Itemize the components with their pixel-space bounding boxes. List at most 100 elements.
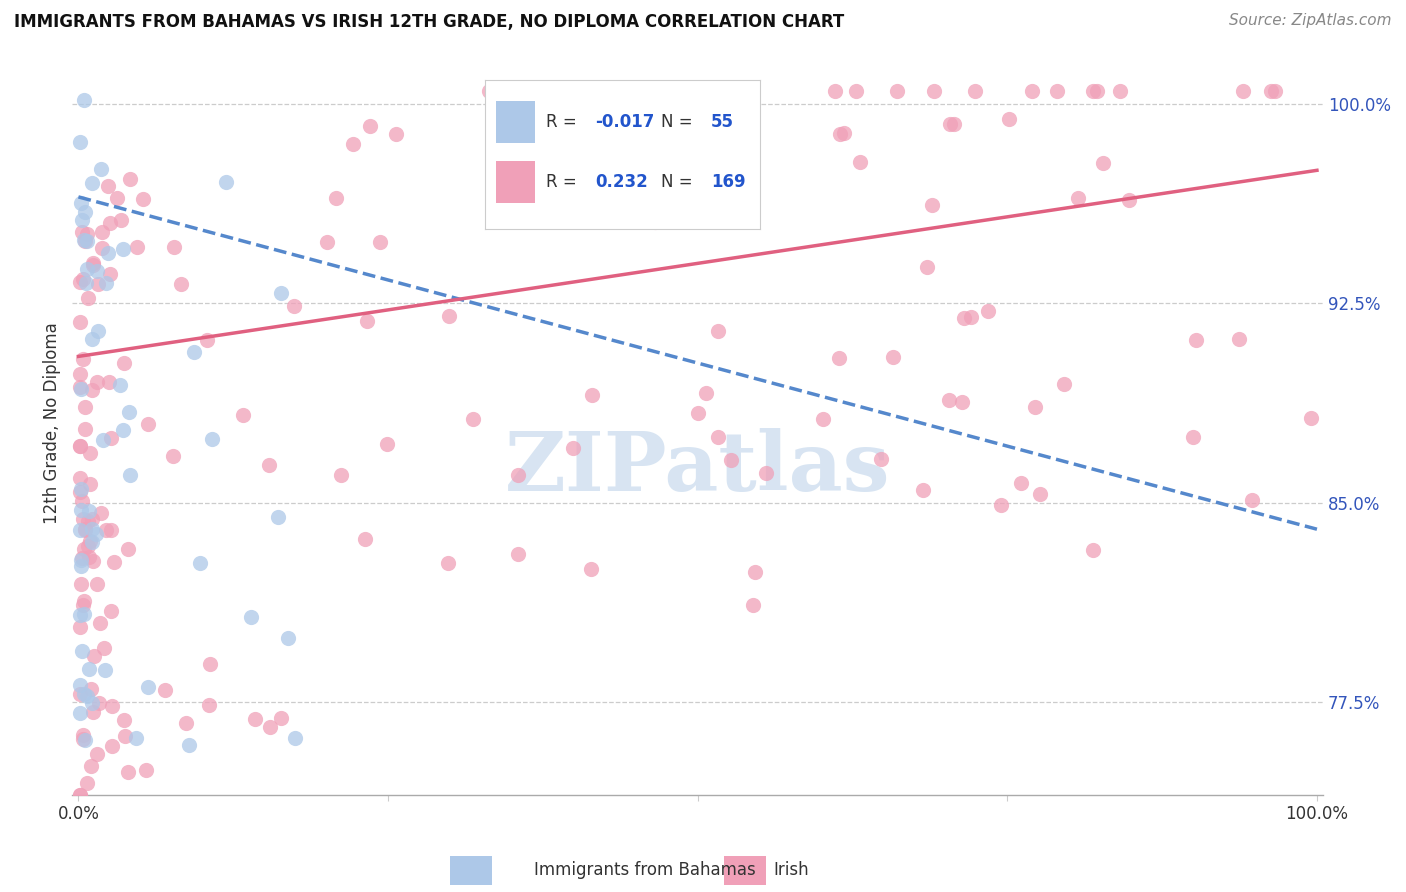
Point <box>283 299 305 313</box>
Point <box>170 277 193 291</box>
Point <box>94 523 117 537</box>
Point <box>1085 84 1108 98</box>
Point <box>80 759 103 773</box>
Point <box>77 549 100 564</box>
Point <box>1024 401 1046 415</box>
Point <box>506 468 529 483</box>
Point <box>69 315 91 329</box>
Point <box>215 176 238 190</box>
Point <box>965 84 987 98</box>
Point <box>977 303 1000 318</box>
Point <box>69 788 91 802</box>
Point <box>91 433 114 447</box>
Point <box>101 739 124 754</box>
Point <box>98 216 121 230</box>
Point <box>79 477 101 491</box>
Point <box>75 732 97 747</box>
Point <box>82 706 104 720</box>
Point <box>990 498 1012 512</box>
Point <box>562 441 585 455</box>
Point <box>848 155 870 169</box>
Point <box>114 729 136 743</box>
Point <box>163 240 186 254</box>
Point <box>76 291 98 305</box>
Point <box>80 682 103 697</box>
Point <box>83 648 105 663</box>
Point <box>316 235 339 249</box>
Point <box>136 680 159 694</box>
Point <box>1067 190 1090 204</box>
Point <box>125 731 148 745</box>
Point <box>938 392 960 407</box>
Point <box>117 765 139 780</box>
Point <box>329 467 352 482</box>
Point <box>75 523 97 537</box>
Point <box>1227 332 1250 346</box>
Point <box>195 334 218 348</box>
Point <box>270 286 292 301</box>
Point <box>75 205 97 219</box>
Point <box>579 562 602 576</box>
Point <box>105 191 128 205</box>
Point <box>127 240 149 254</box>
Point <box>1053 377 1076 392</box>
Point <box>644 215 666 229</box>
Point <box>506 547 529 561</box>
Point <box>77 504 100 518</box>
Point <box>98 267 121 281</box>
Point <box>75 276 97 290</box>
Point <box>135 763 157 777</box>
Point <box>655 166 678 180</box>
Point <box>101 699 124 714</box>
Point <box>959 310 981 325</box>
Point <box>695 385 717 400</box>
Point <box>76 235 98 249</box>
Point <box>86 263 108 277</box>
Point <box>688 405 710 419</box>
Point <box>437 556 460 570</box>
Point <box>463 412 485 426</box>
Point <box>97 245 120 260</box>
Point <box>70 552 93 566</box>
Point <box>82 535 104 549</box>
Point <box>174 715 197 730</box>
Point <box>94 663 117 677</box>
Point <box>1118 193 1140 207</box>
Point <box>1021 84 1043 98</box>
Point <box>69 607 91 622</box>
Point <box>1260 84 1282 98</box>
Point <box>69 380 91 394</box>
Text: Source: ZipAtlas.com: Source: ZipAtlas.com <box>1229 13 1392 29</box>
Point <box>79 534 101 549</box>
Point <box>824 84 846 98</box>
Point <box>72 351 94 366</box>
Point <box>375 437 398 451</box>
Point <box>72 598 94 612</box>
Point <box>112 356 135 370</box>
Point <box>1083 84 1105 98</box>
Point <box>110 213 132 227</box>
Point <box>103 555 125 569</box>
Point <box>744 565 766 579</box>
Point <box>69 677 91 691</box>
Point <box>112 713 135 727</box>
Point <box>79 445 101 459</box>
Point <box>1184 333 1206 347</box>
Point <box>69 135 91 149</box>
Point <box>720 453 742 467</box>
Point <box>1081 542 1104 557</box>
Point <box>1029 486 1052 500</box>
Point <box>72 512 94 526</box>
Point <box>943 117 966 131</box>
Point <box>1240 492 1263 507</box>
Point <box>79 662 101 676</box>
Text: Irish: Irish <box>773 861 808 879</box>
Point <box>82 554 104 568</box>
Point <box>177 738 200 752</box>
Text: ZIPatlas: ZIPatlas <box>505 427 890 508</box>
Point <box>93 640 115 655</box>
Point <box>73 234 96 248</box>
Point <box>72 93 94 107</box>
Point <box>811 412 834 426</box>
Point <box>828 351 851 365</box>
